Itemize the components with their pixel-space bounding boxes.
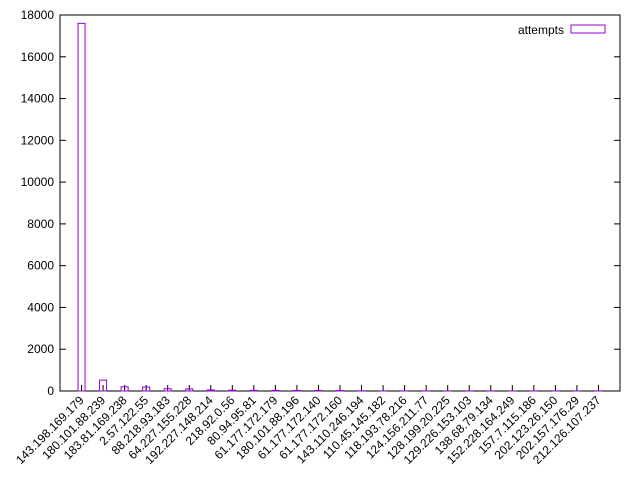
bar xyxy=(142,386,151,392)
y-tick-label: 18000 xyxy=(21,8,55,22)
bar xyxy=(120,386,129,392)
y-tick-label: 12000 xyxy=(21,133,55,147)
legend-swatch xyxy=(570,24,606,34)
bar xyxy=(292,389,301,392)
bar xyxy=(249,389,258,392)
y-tick-label: 6000 xyxy=(27,259,54,273)
y-tick-label: 10000 xyxy=(21,175,55,189)
bar xyxy=(163,388,172,392)
bar xyxy=(99,379,108,392)
y-tick-label: 14000 xyxy=(21,92,55,106)
bar xyxy=(77,22,86,392)
y-tick-label: 8000 xyxy=(27,217,54,231)
legend-label: attempts xyxy=(518,23,564,37)
y-tick-label: 4000 xyxy=(27,300,54,314)
bar xyxy=(185,388,194,392)
bar xyxy=(271,389,280,392)
y-tick-label: 16000 xyxy=(21,50,55,64)
y-tick-label: 2000 xyxy=(27,342,54,356)
bar xyxy=(314,389,323,392)
y-tick-label: 0 xyxy=(47,384,54,398)
bar xyxy=(228,389,237,392)
plot-border xyxy=(59,14,621,392)
bar xyxy=(206,389,215,392)
